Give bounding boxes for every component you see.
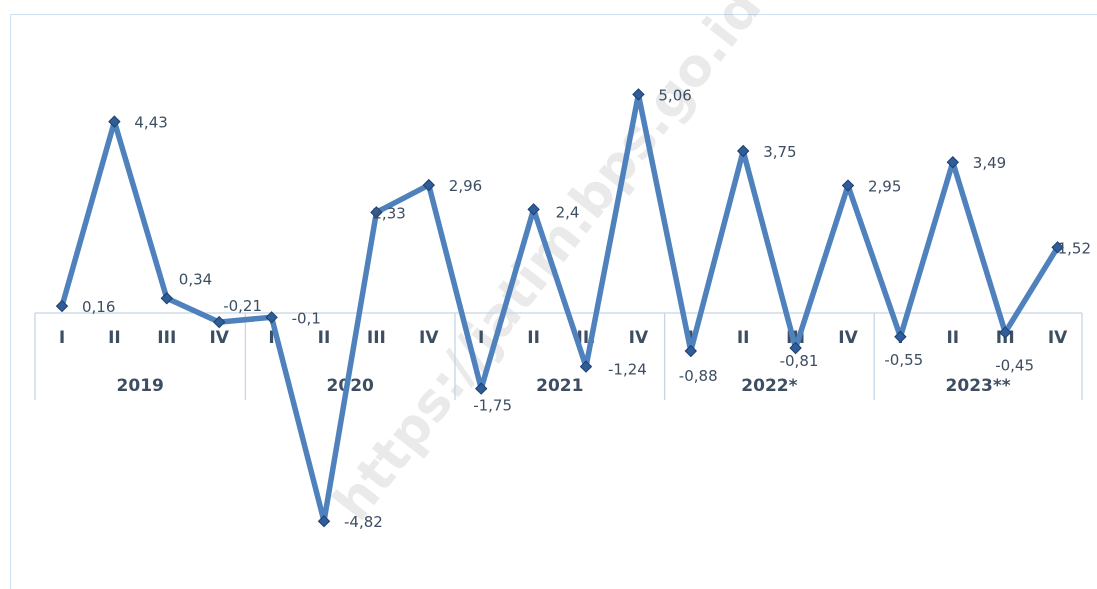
quarter-label: IV — [1048, 328, 1068, 348]
quarter-label: III — [367, 328, 386, 348]
data-labels: 0,16 4,43 0,34 -0,21 -0,1 -4,82 2,33 2,96 -1,75 2… — [82, 86, 1091, 531]
chart-frame — [10, 14, 1097, 589]
data-label: -1,24 — [608, 361, 647, 379]
data-point-marker — [422, 178, 436, 192]
category-axis: IIIIIIIVIIIIIIIVIIIIIIIVIIIIIIIVIIIIIIIV… — [34, 312, 1083, 400]
data-label: -0,88 — [679, 367, 718, 385]
data-point-marker — [527, 203, 540, 216]
data-point-marker — [108, 115, 121, 128]
quarter-label: II — [946, 328, 959, 348]
series-line — [59, 91, 1061, 524]
data-point-marker — [212, 315, 226, 329]
data-point-marker — [841, 179, 855, 192]
data-point-marker — [1051, 241, 1064, 254]
quarter-label: II — [527, 328, 540, 348]
data-point-marker — [998, 326, 1012, 339]
quarter-label: IV — [629, 328, 649, 348]
quarter-label: II — [737, 328, 750, 348]
data-point-marker — [736, 144, 750, 158]
series-line-layer — [59, 91, 1061, 524]
data-label: -0,1 — [292, 309, 321, 327]
data-label: 0,16 — [82, 298, 115, 316]
data-label: 3,75 — [763, 143, 796, 161]
quarter-label: IV — [419, 328, 439, 348]
quarter-label: IV — [838, 328, 858, 348]
data-point-marker — [894, 330, 907, 343]
data-point-marker — [789, 341, 802, 355]
data-label: 1,52 — [1058, 239, 1091, 257]
data-label: -0,21 — [223, 297, 262, 315]
data-point-marker — [474, 382, 488, 395]
data-point-marker — [265, 311, 278, 324]
quarter-label: II — [108, 328, 121, 348]
data-point-marker — [370, 206, 383, 219]
data-label: 3,49 — [973, 154, 1006, 172]
quarter-label: I — [478, 328, 484, 348]
data-point-marker — [160, 292, 174, 305]
year-label: 2021 — [536, 376, 583, 396]
data-label: 4,43 — [134, 114, 167, 132]
data-point-marker — [317, 515, 331, 528]
data-label: -4,82 — [344, 513, 383, 531]
data-point-marker — [579, 360, 593, 373]
data-point-marker — [632, 88, 645, 101]
data-label: 2,96 — [449, 177, 482, 195]
data-label: 0,34 — [179, 270, 212, 288]
year-label: 2022* — [741, 376, 797, 396]
quarter-label: IV — [209, 328, 229, 348]
data-point-marker — [55, 299, 69, 313]
year-label: 2019 — [117, 376, 164, 396]
quarter-label: I — [59, 328, 65, 348]
data-label: -0,45 — [995, 356, 1034, 374]
quarter-label: I — [268, 328, 274, 348]
quarter-label: III — [157, 328, 176, 348]
data-points — [55, 88, 1064, 528]
data-label: -0,55 — [884, 351, 923, 369]
year-label: 2023** — [946, 376, 1011, 396]
data-point-marker — [684, 344, 698, 358]
data-label: 2,33 — [372, 204, 405, 222]
data-label: 5,06 — [658, 86, 691, 104]
data-label: -1,75 — [473, 397, 512, 415]
data-point-marker — [946, 156, 960, 169]
data-label: 2,4 — [556, 203, 580, 221]
year-label: 2020 — [327, 376, 374, 396]
data-label: 2,95 — [868, 178, 901, 196]
data-label: -0,81 — [780, 352, 819, 370]
quarter-label: II — [318, 328, 331, 348]
